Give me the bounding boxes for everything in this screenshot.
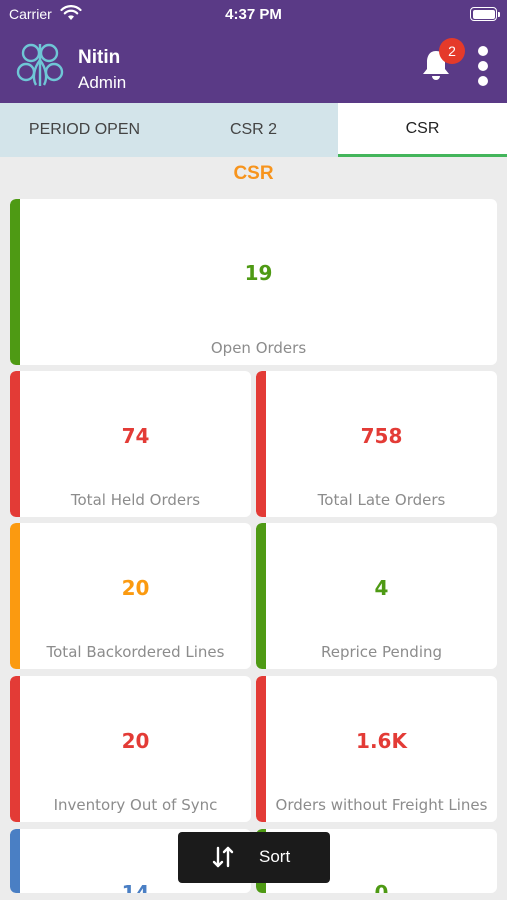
status-bar-indicator xyxy=(256,371,266,517)
sort-button[interactable]: Sort xyxy=(178,832,330,883)
more-options-icon[interactable] xyxy=(474,46,492,86)
section-title: CSR xyxy=(233,163,274,184)
wifi-icon xyxy=(60,5,82,20)
card-orders-without-freight-lines[interactable]: 1.6K Orders without Freight Lines xyxy=(256,676,497,822)
card-label: Reprice Pending xyxy=(320,643,443,661)
tab-period-open[interactable]: PERIOD OPEN xyxy=(0,103,169,157)
status-bar-indicator xyxy=(10,523,20,669)
user-role: Admin xyxy=(78,73,127,92)
status-bar: Carrier 4:37 PM xyxy=(0,0,507,30)
card-total-late-orders[interactable]: 758 Total Late Orders xyxy=(256,371,497,517)
card-reprice-pending[interactable]: 4 Reprice Pending xyxy=(256,523,497,669)
card-label: Total Backordered Lines xyxy=(46,643,225,661)
status-bar-indicator xyxy=(10,676,20,822)
card-value: 20 xyxy=(121,729,150,753)
tab-csr[interactable]: CSR xyxy=(338,103,507,157)
card-label: Total Held Orders xyxy=(70,491,201,509)
card-value: 0 xyxy=(374,881,389,893)
status-bar-indicator xyxy=(10,829,20,893)
card-value: 1.6K xyxy=(356,729,407,753)
status-bar-indicator xyxy=(256,523,266,669)
status-bar-indicator xyxy=(256,676,266,822)
card-value: 20 xyxy=(121,576,150,600)
status-bar-indicator xyxy=(10,199,20,365)
notification-badge[interactable]: 2 xyxy=(439,38,465,64)
card-inventory-out-of-sync[interactable]: 20 Inventory Out of Sync xyxy=(10,676,251,822)
sort-label: Sort xyxy=(259,847,291,866)
tab-bar: PERIOD OPEN CSR 2 CSR xyxy=(0,103,507,157)
card-label: Total Late Orders xyxy=(317,491,446,509)
tab-csr-2[interactable]: CSR 2 xyxy=(169,103,338,157)
status-time: 4:37 PM xyxy=(225,6,282,23)
battery-icon xyxy=(470,7,500,21)
card-label: Orders without Freight Lines xyxy=(275,796,488,814)
card-label: Open Orders xyxy=(210,339,307,357)
sort-arrows-icon xyxy=(212,846,234,868)
card-value: 19 xyxy=(244,261,273,285)
card-label: Inventory Out of Sync xyxy=(53,796,218,814)
card-open-orders[interactable]: 19 Open Orders xyxy=(10,199,497,365)
card-value: 74 xyxy=(121,424,150,448)
app-header: Carrier 4:37 PM Nitin Admin 2 xyxy=(0,0,507,103)
card-value: 4 xyxy=(374,576,389,600)
carrier-label: Carrier xyxy=(9,6,52,22)
user-name: Nitin xyxy=(78,47,121,68)
card-value: 758 xyxy=(360,424,403,448)
app-logo[interactable] xyxy=(14,38,66,90)
card-total-held-orders[interactable]: 74 Total Held Orders xyxy=(10,371,251,517)
card-value: 14 xyxy=(121,881,150,893)
status-bar-indicator xyxy=(10,371,20,517)
card-total-backordered-lines[interactable]: 20 Total Backordered Lines xyxy=(10,523,251,669)
